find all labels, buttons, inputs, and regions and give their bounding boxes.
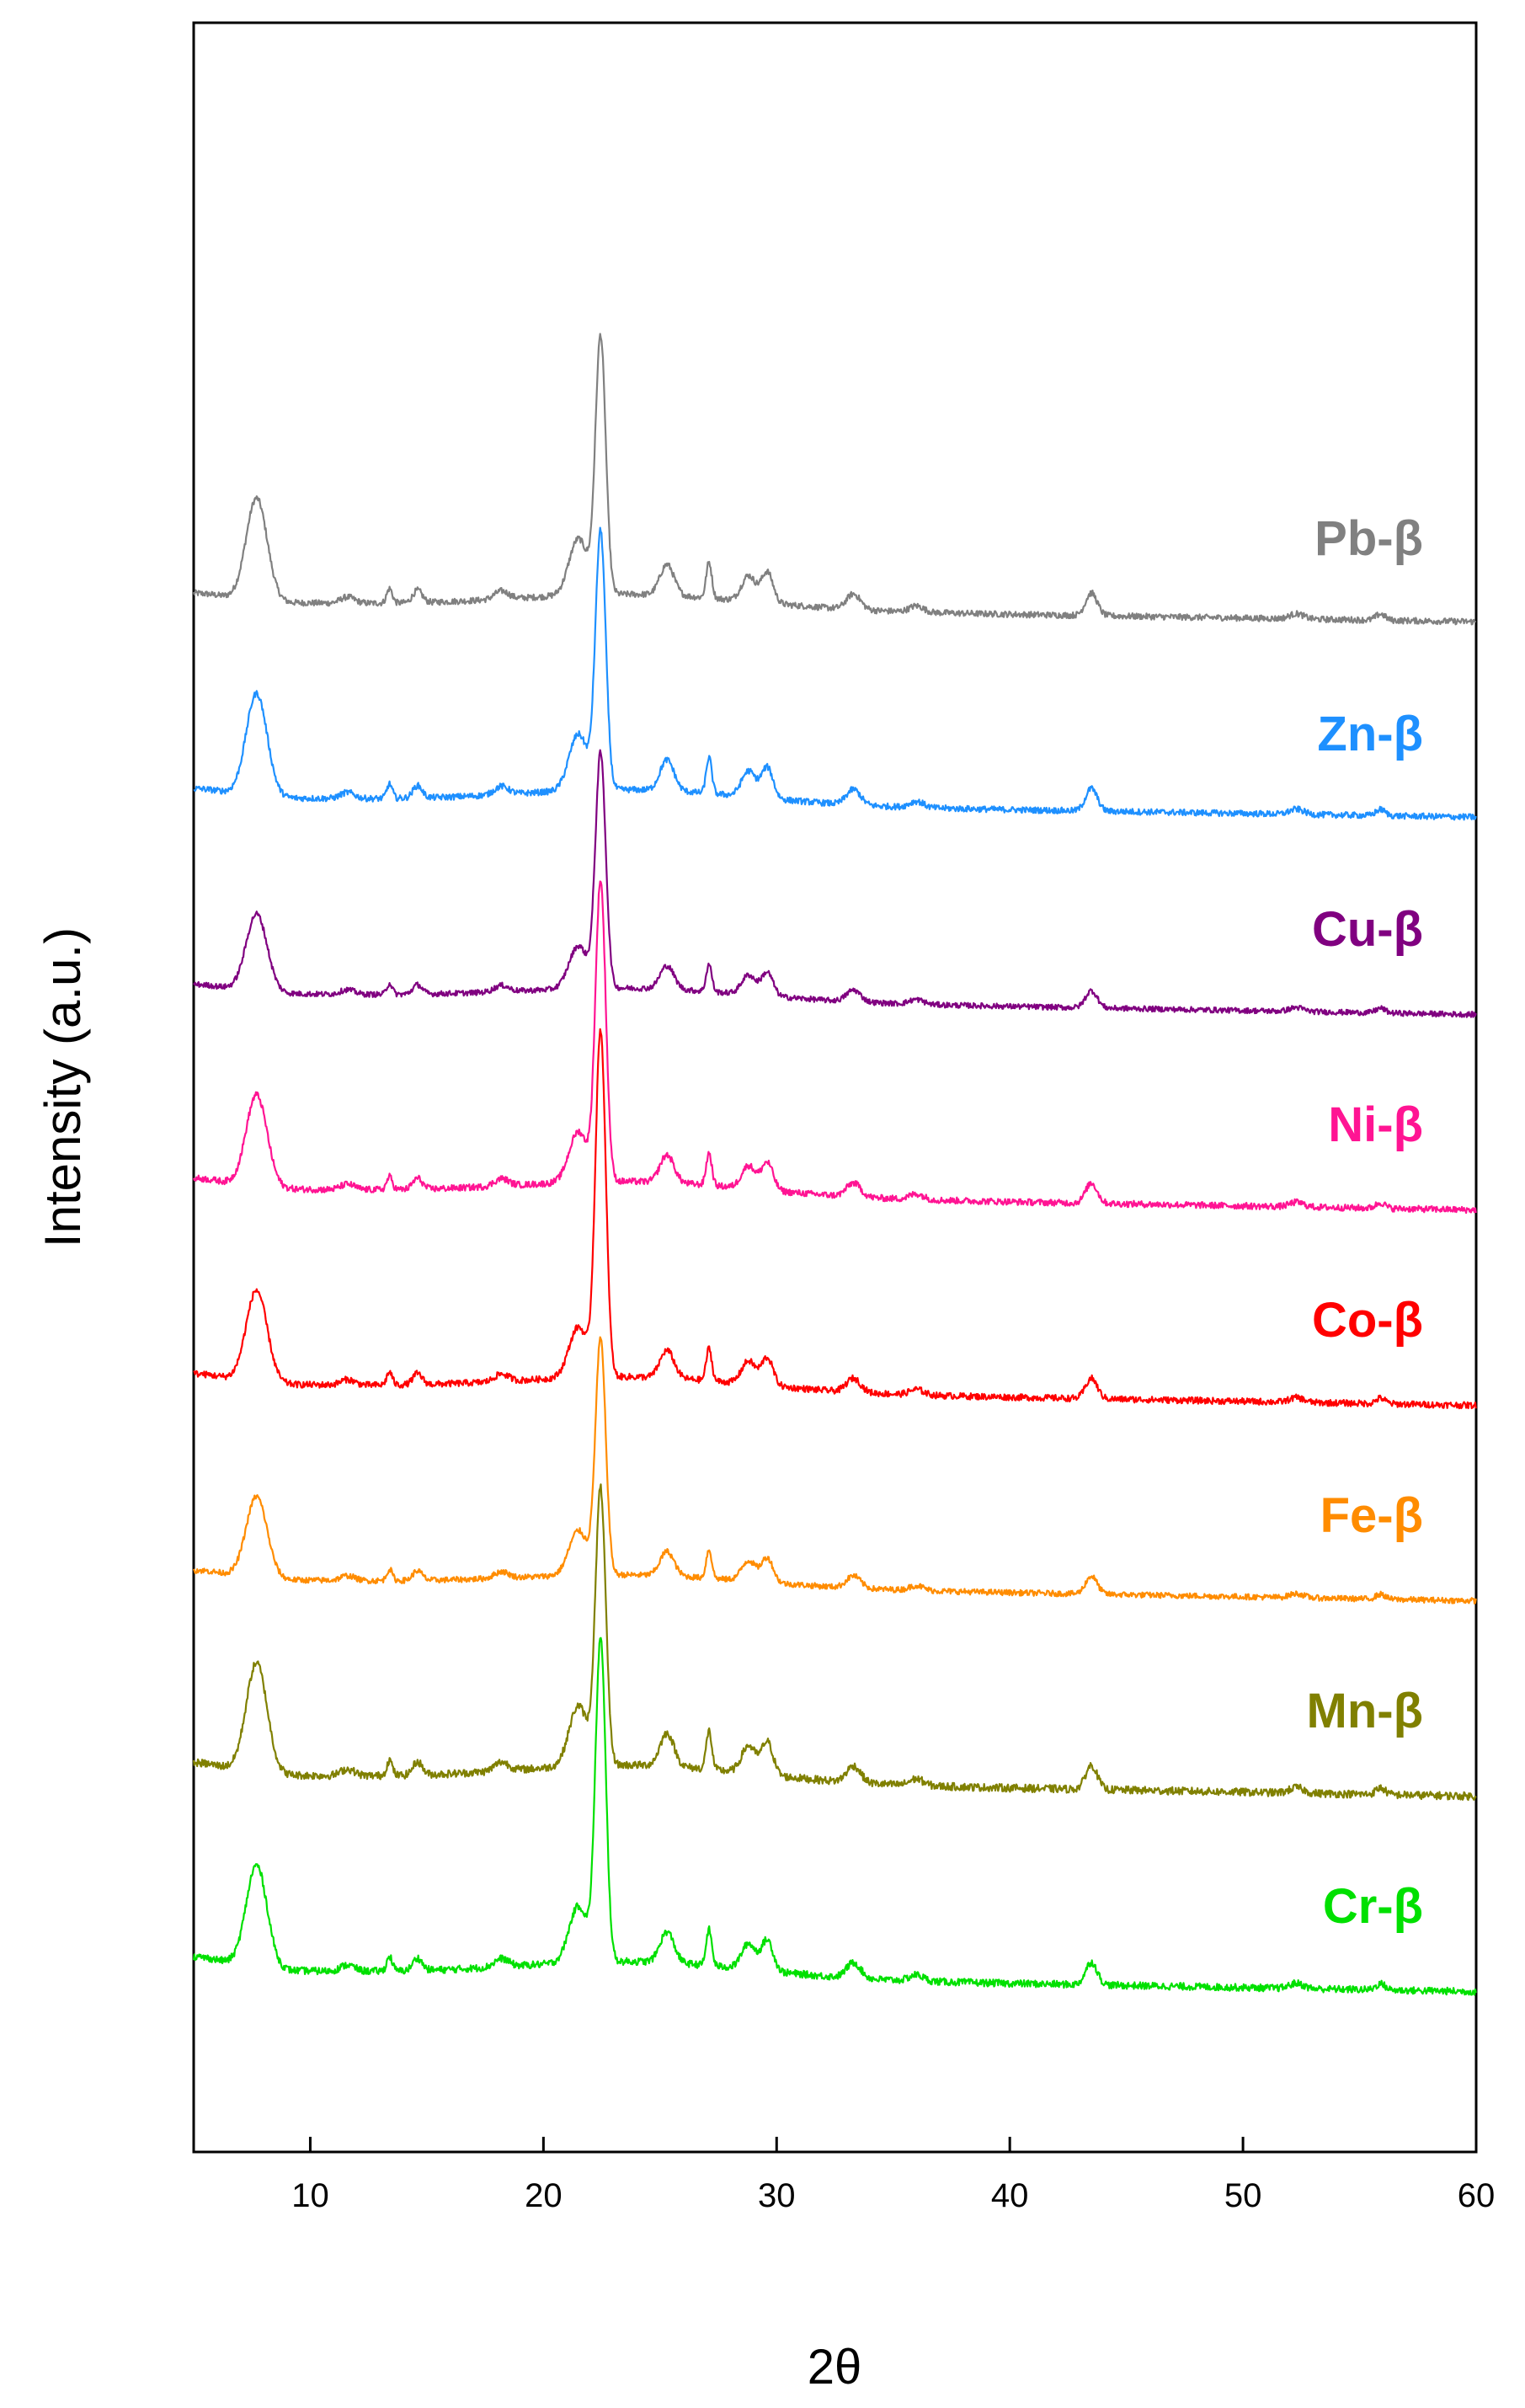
- x-tick-label-4: 50: [1224, 2177, 1262, 2214]
- series-line-cr: [192, 1636, 1477, 1996]
- series-line-zn: [193, 526, 1477, 821]
- series-label-cu: Cu-β: [1312, 902, 1423, 957]
- series-label-cr: Cr-β: [1323, 1879, 1423, 1934]
- plot-frame: [192, 21, 1478, 2154]
- x-axis-label: 2θ: [808, 2340, 862, 2395]
- x-tick-label-5: 60: [1458, 2177, 1496, 2214]
- series-label-ni: Ni-β: [1328, 1097, 1423, 1152]
- series-label-pb: Pb-β: [1314, 511, 1423, 566]
- series-line-fe: [193, 1336, 1477, 1604]
- x-tick-label-0: 10: [291, 2177, 329, 2214]
- series-label-zn: Zn-β: [1317, 707, 1423, 761]
- y-axis-label: Intensity (a.u.): [35, 927, 91, 1247]
- series-line-ni: [192, 880, 1477, 1215]
- series-line-pb: [192, 333, 1477, 626]
- series-line-co: [193, 1028, 1477, 1410]
- series-label-mn: Mn-β: [1307, 1684, 1423, 1738]
- x-tick-label-1: 20: [525, 2177, 563, 2214]
- series-line-mn: [192, 1483, 1477, 1802]
- series-line-cu: [193, 749, 1477, 1018]
- x-tick-label-2: 30: [758, 2177, 796, 2214]
- series-label-co: Co-β: [1312, 1293, 1423, 1348]
- series-label-fe: Fe-β: [1320, 1488, 1423, 1543]
- x-tick-label-3: 40: [991, 2177, 1029, 2214]
